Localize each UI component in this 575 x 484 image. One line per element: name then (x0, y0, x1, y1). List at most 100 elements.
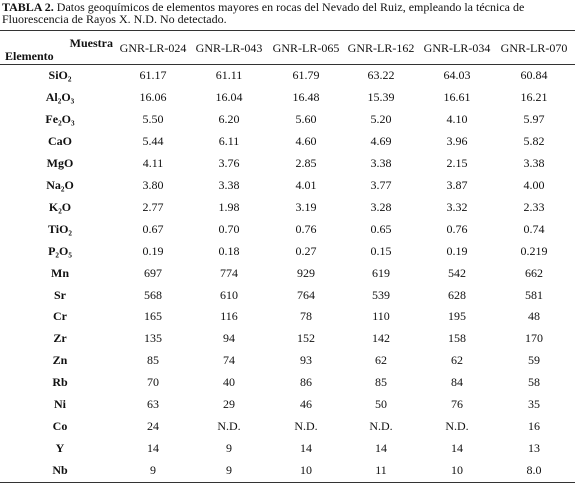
cell-value: 85 (375, 375, 387, 390)
cell-value: 116 (220, 309, 238, 324)
cell-value: 62 (451, 353, 463, 368)
cell-value: 1.98 (218, 199, 240, 214)
cell-value: 5.60 (295, 111, 317, 126)
caption-label: TABLA 2. (2, 0, 54, 14)
cell-value: 8.0 (526, 463, 542, 478)
cell-value: 0.15 (370, 243, 392, 258)
cell-value: 94 (223, 331, 235, 346)
cell-value: 929 (297, 265, 315, 280)
cell-value: 46 (300, 397, 312, 412)
cell-value: 3.38 (370, 155, 392, 170)
cell-value: 152 (297, 331, 315, 346)
cell-value: 3.32 (446, 199, 468, 214)
column-label: GNR-LR-070 (500, 41, 568, 55)
cell-value: 110 (372, 309, 390, 324)
element-name: SiO₂ (48, 68, 72, 82)
cell-value: 50 (375, 397, 387, 412)
cell-value: N.D. (294, 419, 318, 434)
cell-value: 61.11 (215, 68, 243, 82)
element-name: Zr (53, 331, 67, 346)
cell-value: 14 (147, 441, 159, 456)
cell-value: 14 (375, 441, 387, 456)
cell-value: 5.50 (142, 111, 164, 126)
column-label: GNR-LR-034 (423, 41, 491, 55)
cell-value: 58 (528, 375, 540, 390)
caption: TABLA 2. Datos geoquímicos de elementos … (2, 1, 574, 25)
cell-value: 86 (300, 375, 312, 390)
cell-value: 76 (451, 397, 463, 412)
cell-value: 84 (451, 375, 463, 390)
element-name: P₂O₅ (48, 243, 72, 258)
bottom-rule (0, 482, 575, 483)
element-name: TiO₂ (47, 221, 73, 236)
element-name: Co (52, 419, 68, 434)
cell-value: 70 (147, 375, 159, 390)
cell-value: 195 (448, 309, 466, 324)
cell-value: 2.85 (295, 155, 317, 170)
cell-value: 9 (226, 463, 232, 478)
cell-value: N.D. (369, 419, 393, 434)
cell-value: 170 (525, 331, 543, 346)
element-name: Sr (54, 287, 66, 302)
top-rule (0, 30, 575, 31)
cell-value: 610 (220, 287, 238, 302)
cell-value: 3.38 (218, 177, 240, 192)
cell-value: 16.48 (292, 89, 320, 104)
cell-value: 542 (448, 265, 466, 280)
cell-value: 4.00 (523, 177, 545, 192)
cell-value: 63.22 (367, 68, 395, 82)
cell-value: 61.79 (292, 68, 320, 82)
cell-value: 63 (147, 397, 159, 412)
cell-value: 14 (300, 441, 312, 456)
cell-value: 0.74 (523, 221, 545, 236)
cell-value: 16.06 (139, 89, 167, 104)
cell-value: 0.67 (142, 221, 164, 236)
cell-value: 5.97 (523, 111, 545, 126)
caption-text: Datos geoquímicos de elementos mayores e… (2, 0, 525, 26)
cell-value: 0.70 (218, 221, 240, 236)
cell-value: 6.20 (218, 111, 240, 126)
cell-value: 142 (372, 331, 390, 346)
element-name: Al₂O₃ (45, 89, 75, 104)
cell-value: 16.04 (215, 89, 243, 104)
cell-value: 3.19 (295, 199, 317, 214)
cell-value: 774 (220, 265, 238, 280)
cell-value: 78 (300, 309, 312, 324)
cell-value: 5.44 (142, 133, 164, 148)
cell-value: 2.77 (142, 199, 164, 214)
cell-value: 0.65 (370, 221, 392, 236)
cell-value: 165 (144, 309, 162, 324)
element-name: Rb (52, 375, 68, 390)
cell-value: 40 (223, 375, 235, 390)
element-name: Mn (51, 265, 69, 280)
cell-value: 14 (451, 441, 463, 456)
cell-value: 93 (300, 353, 312, 368)
cell-value: 764 (297, 287, 315, 302)
cell-value: 662 (525, 265, 543, 280)
cell-value: 10 (300, 463, 312, 478)
cell-value: 4.01 (295, 177, 317, 192)
cell-value: 0.19 (446, 243, 468, 258)
element-name: K₂O (48, 199, 72, 214)
row-header: Elemento (5, 49, 54, 63)
cell-value: 0.19 (142, 243, 164, 258)
cell-value: 3.38 (523, 155, 545, 170)
element-name: MgO (46, 155, 74, 170)
cell-value: 135 (144, 331, 162, 346)
cell-value: 4.60 (295, 133, 317, 148)
cell-value: 3.80 (142, 177, 164, 192)
cell-value: 4.10 (446, 111, 468, 126)
cell-value: 60.84 (520, 68, 548, 82)
cell-value: 539 (372, 287, 390, 302)
cell-value: 2.33 (523, 199, 545, 214)
cell-value: 0.76 (446, 221, 468, 236)
cell-value: 9 (150, 463, 156, 478)
header-rule (0, 64, 575, 65)
cell-value: 4.11 (142, 155, 164, 170)
element-name: Nb (52, 463, 68, 478)
cell-value: 568 (144, 287, 162, 302)
cell-value: 619 (372, 265, 390, 280)
cell-value: 0.76 (295, 221, 317, 236)
cell-value: 158 (448, 331, 466, 346)
cell-value: 6.11 (218, 133, 240, 148)
